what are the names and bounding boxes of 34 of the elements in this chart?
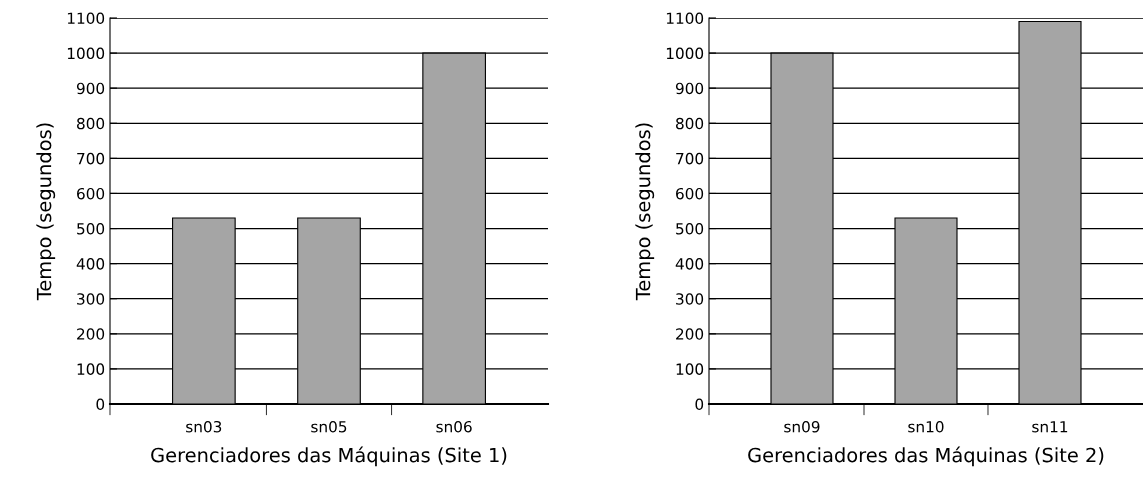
y-tick-label: 1000 [666,47,704,60]
x-tick-label: sn11 [1032,421,1068,433]
y-axis-title: Tempo (segundos) [635,123,655,301]
y-tick-label: 0 [695,398,704,411]
y-tick-label: 500 [77,223,105,235]
x-tick-label: sn05 [311,420,347,433]
x-tick-label: sn09 [784,420,820,433]
y-tick-label: 300 [77,293,105,305]
x-tick-label: sn10 [908,420,944,433]
y-tick-label: 200 [676,328,704,340]
y-tick-label: 400 [76,258,105,270]
y-tick-label: 600 [676,187,704,200]
y-tick-label: 500 [676,223,704,235]
x-axis-title: Gerenciadores das Máquinas (Site 2) [748,446,1104,467]
x-tick-label: sn03 [186,420,222,433]
y-tick-label: 900 [76,82,105,95]
y-tick-label: 700 [676,152,704,165]
y-tick-label: 400 [675,258,704,270]
y-tick-label: 600 [77,187,105,200]
y-tick-label: 800 [676,117,704,130]
x-tick-label: sn06 [436,420,472,433]
y-tick-label: 200 [77,328,105,340]
y-tick-label: 800 [77,117,105,130]
y-tick-label: 900 [675,82,704,95]
y-tick-label: 0 [96,398,105,411]
y-tick-label: 100 [676,363,704,375]
y-tick-label: 1000 [67,47,105,60]
y-tick-label: 300 [676,293,704,305]
y-tick-label: 1100 [666,12,704,25]
y-tick-label: 100 [77,363,105,375]
y-axis-title: Tempo (segundos) [36,123,56,301]
y-tick-label: 1100 [67,12,105,25]
y-tick-label: 700 [77,152,105,165]
x-axis-title: Gerenciadores das Máquinas (Site 1) [151,446,507,467]
